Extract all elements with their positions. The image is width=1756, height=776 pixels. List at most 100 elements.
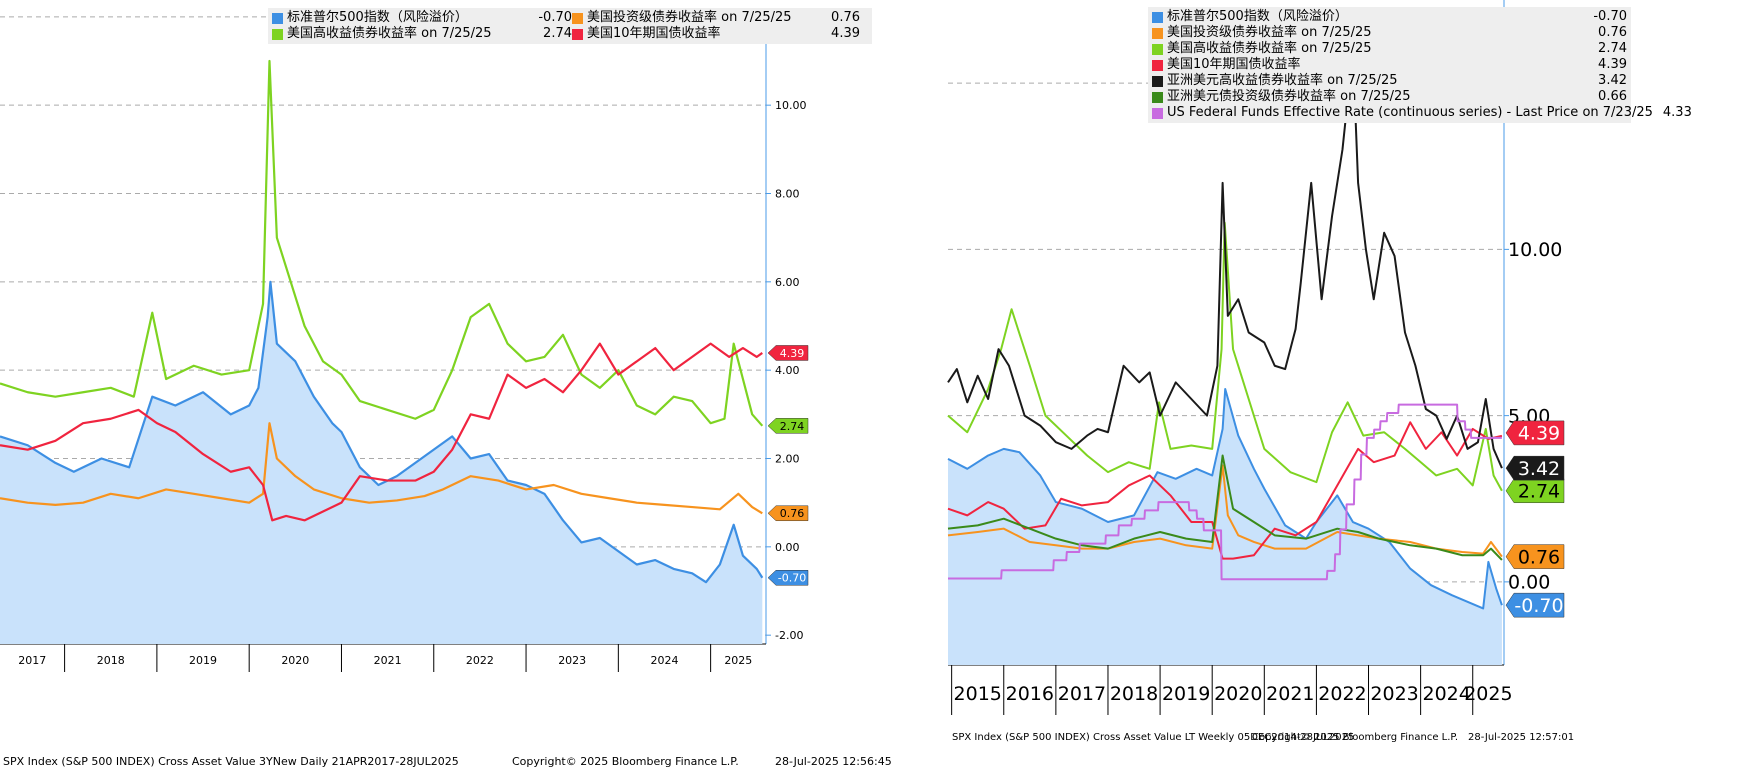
spx-area-fill: [0, 281, 763, 644]
right-legend: 标准普尔500指数（风险溢价） -0.70 美国投资级债券收益率 on 7/25/…: [1148, 7, 1692, 123]
series-line-1: [0, 422, 763, 515]
legend-value: 4.39: [831, 26, 860, 41]
legend-label: 亚洲美元债投资级债券收益率 on 7/25/25: [1167, 89, 1411, 104]
value-tag: [1505, 455, 1565, 481]
legend-label: US Federal Funds Effective Rate (continu…: [1167, 105, 1653, 120]
legend-label: 美国投资级债券收益率 on 7/25/25: [1167, 25, 1372, 40]
x-tick-label: 2022: [1318, 683, 1366, 705]
legend-label: 美国高收益债券收益率 on 7/25/25: [1167, 41, 1372, 56]
value-tag-label: 0.76: [1518, 546, 1560, 568]
value-tag-label: 2.74: [1518, 481, 1560, 503]
left-legend-item-hy: 美国高收益债券收益率 on 7/25/25 2.74: [272, 26, 572, 42]
legend-swatch: [1152, 27, 1163, 39]
y-tick-label: 8.00: [775, 187, 800, 200]
value-tag-label: 4.39: [1518, 423, 1560, 445]
series-line-4: [947, 48, 1503, 469]
right-legend-item-10y: 美国10年期国债收益率 4.39: [1152, 57, 1627, 73]
x-tick-label: 2019: [1162, 683, 1210, 705]
legend-swatch: [1152, 59, 1163, 71]
x-tick-label: 2021: [374, 654, 402, 667]
legend-swatch: [1152, 75, 1163, 87]
legend-value: -0.70: [538, 10, 572, 25]
x-tick-label: 2019: [189, 654, 217, 667]
x-tick-label: 2024: [650, 654, 678, 667]
value-tag: [767, 345, 809, 361]
left-chart: -2.000.002.004.006.008.0010.0012.0020172…: [0, 8, 809, 672]
series-line-3: [0, 342, 763, 522]
value-tag-label: 3.42: [1518, 458, 1560, 480]
series-line-5: [947, 454, 1503, 561]
right-chart: 0.005.0010.0015.002015201620172018201920…: [947, 0, 1565, 715]
right-legend-item-asia-hy: 亚洲美元高收益债券收益率 on 7/25/25 3.42: [1152, 73, 1627, 89]
left-footer-copyright: Copyright© 2025 Bloomberg Finance L.P.: [512, 755, 739, 768]
legend-value: 4.33: [1662, 105, 1692, 120]
x-tick-label: 2015: [954, 683, 1002, 705]
legend-swatch: [1152, 91, 1163, 103]
x-tick-label: 2020: [1214, 683, 1262, 705]
x-tick-label: 2025: [1464, 683, 1512, 705]
right-legend-item-ig: 美国投资级债券收益率 on 7/25/25 0.76: [1152, 25, 1627, 41]
value-tag: [767, 505, 809, 522]
legend-label: 美国10年期国债收益率: [1167, 57, 1301, 72]
x-tick-label: 2016: [1006, 683, 1054, 705]
x-tick-label: 2022: [466, 654, 494, 667]
x-tick-label: 2018: [97, 654, 125, 667]
legend-value: 0.66: [1598, 89, 1627, 104]
legend-value: 0.76: [831, 10, 860, 25]
y-tick-label: 2.00: [775, 452, 800, 465]
x-tick-label: 2025: [724, 654, 752, 667]
left-legend: 标准普尔500指数（风险溢价） -0.70 美国投资级债券收益率 on 7/25/…: [268, 8, 872, 44]
legend-value: 3.42: [1598, 73, 1627, 88]
x-tick-label: 2020: [281, 654, 309, 667]
legend-swatch: [1152, 43, 1163, 55]
series-line-0: [947, 388, 1503, 610]
legend-value: -0.70: [1593, 9, 1627, 24]
legend-value: 4.39: [1598, 57, 1627, 72]
y-tick-label: 10.00: [1508, 239, 1562, 261]
legend-label: 美国10年期国债收益率: [587, 26, 721, 41]
legend-swatch: [1152, 11, 1163, 23]
legend-swatch: [572, 28, 583, 40]
value-tag: [767, 418, 809, 434]
y-tick-label: 6.00: [775, 276, 800, 289]
legend-value: 2.74: [1598, 41, 1627, 56]
left-footer-source: SPX Index (S&P 500 INDEX) Cross Asset Va…: [3, 755, 459, 768]
legend-value: 0.76: [1598, 25, 1627, 40]
value-tag-label: 4.39: [780, 347, 805, 360]
legend-label: 标准普尔500指数（风险溢价）: [1167, 9, 1348, 24]
x-tick-label: 2023: [1370, 683, 1418, 705]
value-tag: [1505, 478, 1565, 504]
right-chart-panel: 0.005.0010.0015.002015201620172018201920…: [940, 0, 1756, 772]
value-tag-label: 0.76: [780, 507, 805, 520]
value-tag: [1505, 420, 1565, 446]
legend-swatch: [572, 12, 583, 24]
right-footer-copyright: Copyright© 2025 Bloomberg Finance L.P.: [1252, 732, 1459, 743]
value-tag-label: -0.70: [778, 572, 806, 585]
series-line-6: [948, 403, 1502, 581]
value-tag: [767, 570, 809, 586]
legend-label: 美国投资级债券收益率 on 7/25/25: [587, 10, 792, 25]
legend-label: 美国高收益债券收益率 on 7/25/25: [287, 26, 492, 41]
series-line-0: [0, 280, 764, 584]
left-legend-item-10y: 美国10年期国债收益率 4.39: [572, 26, 860, 42]
y-tick-label: -2.00: [775, 629, 803, 642]
right-legend-item-hy: 美国高收益债券收益率 on 7/25/25 2.74: [1152, 41, 1627, 57]
right-footer-source: SPX Index (S&P 500 INDEX) Cross Asset Va…: [952, 732, 1355, 743]
right-legend-item-spx: 标准普尔500指数（风险溢价） -0.70: [1152, 9, 1627, 25]
y-tick-label: 0.00: [775, 541, 800, 554]
value-tag-label: -0.70: [1514, 595, 1563, 617]
value-tag-label: 2.74: [780, 420, 805, 433]
legend-label: 标准普尔500指数（风险溢价）: [287, 10, 468, 25]
right-legend-item-asia-ig: 亚洲美元债投资级债券收益率 on 7/25/25 0.66: [1152, 89, 1627, 105]
series-line-2: [0, 59, 764, 427]
x-tick-label: 2023: [558, 654, 586, 667]
x-tick-label: 2024: [1423, 683, 1471, 705]
left-chart-panel: -2.000.002.004.006.008.0010.0012.0020172…: [0, 0, 892, 772]
right-legend-item-fed-funds: US Federal Funds Effective Rate (continu…: [1152, 105, 1692, 121]
spx-area-fill: [948, 389, 1502, 665]
left-footer-timestamp: 28-Jul-2025 12:56:45: [775, 755, 892, 768]
x-tick-label: 2018: [1110, 683, 1158, 705]
x-tick-label: 2021: [1266, 683, 1314, 705]
y-tick-label: 0.00: [1508, 572, 1550, 594]
legend-value: 2.74: [543, 26, 572, 41]
